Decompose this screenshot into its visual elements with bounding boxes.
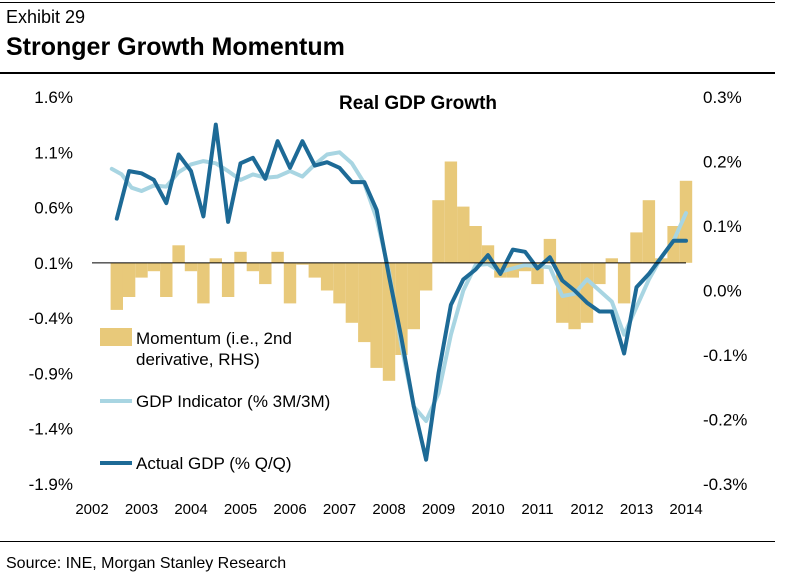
momentum-bar: [469, 226, 482, 263]
left-tick-label: 0.1%: [34, 254, 73, 273]
right-tick-label: 0.1%: [703, 217, 742, 236]
x-tick-label: 2012: [570, 501, 603, 518]
momentum-bar: [543, 238, 557, 263]
legend-momentum-label: Momentum (i.e., 2nd: [136, 329, 292, 348]
legend-momentum-label-2: derivative, RHS): [136, 350, 260, 369]
x-tick-label: 2011: [521, 501, 553, 518]
momentum-bar: [432, 200, 445, 263]
left-tick-label: 1.1%: [34, 143, 73, 162]
x-tick-label: 2003: [125, 501, 158, 518]
right-tick-label: 0.3%: [703, 88, 742, 107]
momentum-bar: [358, 262, 371, 343]
momentum-bar: [568, 262, 581, 330]
actual-gdp-line: [114, 122, 688, 462]
momentum-bar: [172, 245, 185, 263]
momentum-bar: [259, 262, 272, 285]
momentum-bar: [246, 262, 260, 272]
x-tick-label: 2008: [372, 501, 405, 518]
title-divider: [0, 72, 775, 74]
momentum-bar: [110, 262, 123, 310]
momentum-bar: [580, 262, 594, 323]
x-tick-label: 2010: [471, 501, 504, 518]
x-tick-label: 2004: [174, 501, 207, 518]
page-title: Stronger Growth Momentum: [6, 33, 345, 61]
x-tick-label: 2006: [273, 501, 306, 518]
momentum-bar: [407, 262, 420, 330]
exhibit-label: Exhibit 29: [6, 7, 86, 27]
x-tick-label: 2002: [75, 501, 108, 518]
source-note: Source: INE, Morgan Stanley Research: [6, 555, 287, 572]
momentum-bar: [370, 262, 383, 368]
left-tick-label: 0.6%: [34, 199, 73, 218]
momentum-bar: [147, 262, 161, 272]
left-tick-label: -1.9%: [29, 475, 73, 494]
momentum-bar: [160, 262, 173, 297]
legend-actual-label: Actual GDP (% Q/Q): [136, 454, 292, 473]
real-gdp-growth-chart: Real GDP Growth 1.6% 1.1% 0.6% 0.1% -0.4% -0.…: [29, 88, 748, 518]
momentum-bar: [630, 232, 643, 263]
left-tick-label: 1.6%: [34, 88, 73, 107]
momentum-bar: [283, 262, 297, 304]
legend-indicator-label: GDP Indicator (% 3M/3M): [136, 392, 330, 411]
top-rule: [0, 2, 775, 3]
momentum-bar: [593, 262, 606, 285]
momentum-bar: [209, 258, 222, 263]
chart-title: Real GDP Growth: [339, 93, 497, 114]
left-tick-label: -0.9%: [29, 364, 73, 383]
legend-momentum-swatch: [100, 328, 132, 346]
momentum-bar: [122, 262, 136, 297]
momentum-bar: [234, 251, 247, 263]
momentum-bar: [642, 200, 656, 263]
momentum-bar: [308, 262, 321, 278]
momentum-bar: [617, 262, 631, 304]
left-tick-label: -0.4%: [29, 309, 73, 328]
momentum-bar: [271, 251, 284, 263]
right-tick-label: -0.2%: [703, 411, 747, 430]
x-tick-label: 2005: [224, 501, 257, 518]
momentum-bar: [457, 206, 470, 263]
x-tick-label: 2013: [620, 501, 653, 518]
right-tick-label: -0.3%: [703, 475, 747, 494]
momentum-bar: [605, 258, 618, 263]
left-tick-label: -1.4%: [29, 420, 73, 439]
momentum-bar: [419, 262, 433, 291]
momentum-bar: [135, 262, 148, 278]
x-tick-label: 2007: [323, 501, 356, 518]
right-tick-label: 0.0%: [703, 282, 742, 301]
momentum-bar: [197, 262, 210, 304]
momentum-bar: [444, 161, 458, 263]
momentum-bar: [333, 262, 346, 304]
momentum-bar: [184, 262, 198, 272]
x-tick-label: 2014: [669, 501, 702, 518]
momentum-bar: [320, 262, 334, 291]
momentum-bar: [345, 262, 359, 323]
x-tick-label: 2009: [422, 501, 455, 518]
momentum-bar: [221, 262, 235, 297]
right-tick-label: 0.2%: [703, 153, 742, 172]
momentum-bar: [296, 262, 309, 265]
footer-divider: [0, 541, 775, 542]
right-tick-label: -0.1%: [703, 346, 747, 365]
